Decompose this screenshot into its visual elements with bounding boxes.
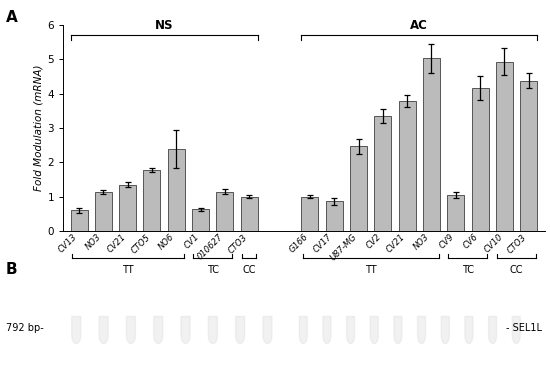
Polygon shape bbox=[263, 316, 272, 343]
Bar bbox=[399, 101, 416, 231]
Polygon shape bbox=[208, 316, 217, 343]
Text: TT: TT bbox=[365, 264, 377, 275]
Polygon shape bbox=[299, 316, 307, 343]
Y-axis label: Fold Modulation (mRNA): Fold Modulation (mRNA) bbox=[34, 65, 43, 191]
Text: NS: NS bbox=[155, 19, 173, 32]
Polygon shape bbox=[367, 314, 382, 352]
Bar bbox=[119, 185, 136, 231]
Bar bbox=[168, 149, 185, 231]
Text: AC: AC bbox=[410, 19, 428, 32]
Bar bbox=[70, 210, 87, 231]
Text: B: B bbox=[6, 262, 17, 277]
Polygon shape bbox=[95, 314, 112, 352]
Polygon shape bbox=[370, 316, 378, 343]
Polygon shape bbox=[485, 314, 500, 352]
Bar bbox=[144, 170, 161, 231]
Polygon shape bbox=[126, 316, 135, 343]
Bar bbox=[192, 209, 209, 231]
Polygon shape bbox=[509, 314, 524, 352]
Bar bbox=[350, 146, 367, 231]
Bar bbox=[447, 195, 464, 231]
Polygon shape bbox=[488, 316, 497, 343]
Bar bbox=[471, 88, 488, 231]
Polygon shape bbox=[259, 314, 276, 352]
Bar bbox=[375, 116, 392, 231]
Text: A: A bbox=[6, 10, 17, 25]
Polygon shape bbox=[390, 314, 405, 352]
Polygon shape bbox=[153, 316, 163, 343]
Bar bbox=[95, 192, 112, 231]
Polygon shape bbox=[123, 314, 139, 352]
Text: 792 bp-: 792 bp- bbox=[6, 323, 43, 333]
Polygon shape bbox=[343, 314, 358, 352]
Polygon shape bbox=[72, 316, 81, 343]
Polygon shape bbox=[235, 316, 245, 343]
Polygon shape bbox=[320, 314, 334, 352]
Text: TT: TT bbox=[122, 264, 134, 275]
Bar bbox=[496, 62, 513, 231]
Polygon shape bbox=[150, 314, 167, 352]
Bar bbox=[301, 197, 318, 231]
Polygon shape bbox=[205, 314, 221, 352]
Text: CC: CC bbox=[243, 264, 256, 275]
Text: - SEL1L: - SEL1L bbox=[506, 323, 542, 333]
Polygon shape bbox=[461, 314, 476, 352]
Polygon shape bbox=[414, 314, 429, 352]
Text: TC: TC bbox=[207, 264, 219, 275]
Text: TC: TC bbox=[462, 264, 474, 275]
Polygon shape bbox=[232, 314, 249, 352]
Polygon shape bbox=[394, 316, 402, 343]
Polygon shape bbox=[177, 314, 194, 352]
Polygon shape bbox=[346, 316, 355, 343]
Polygon shape bbox=[512, 316, 520, 343]
Polygon shape bbox=[417, 316, 426, 343]
Bar bbox=[241, 197, 258, 231]
Polygon shape bbox=[296, 314, 311, 352]
Bar bbox=[326, 201, 343, 231]
Polygon shape bbox=[441, 316, 449, 343]
Polygon shape bbox=[438, 314, 453, 352]
Polygon shape bbox=[99, 316, 108, 343]
Polygon shape bbox=[181, 316, 190, 343]
Text: CC: CC bbox=[510, 264, 523, 275]
Bar bbox=[423, 58, 440, 231]
Polygon shape bbox=[323, 316, 331, 343]
Bar bbox=[520, 80, 537, 231]
Bar bbox=[216, 191, 233, 231]
Polygon shape bbox=[68, 314, 85, 352]
Polygon shape bbox=[465, 316, 473, 343]
